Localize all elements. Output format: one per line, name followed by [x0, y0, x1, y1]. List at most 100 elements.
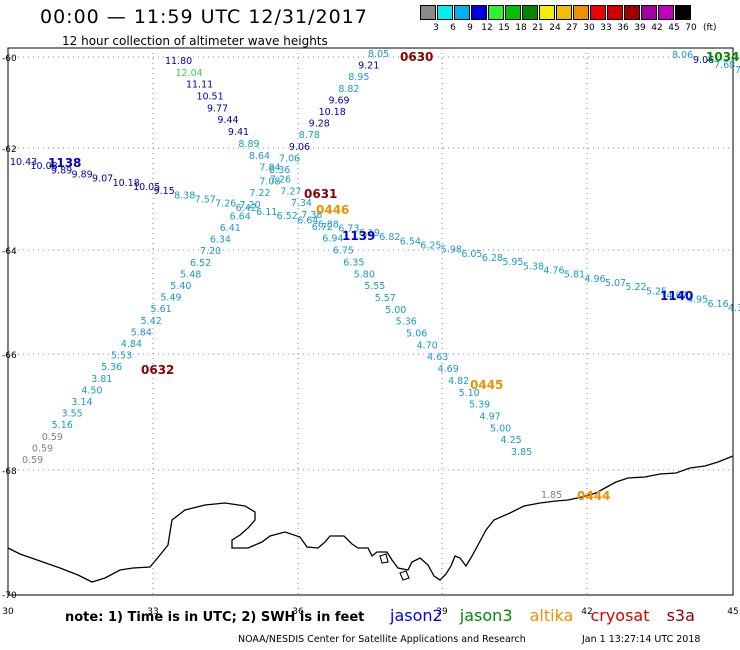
swh-value: 5.61: [151, 304, 172, 315]
swh-value: 3.85: [511, 447, 532, 458]
swh-value: 7.26: [270, 174, 291, 185]
swh-value: 8.78: [299, 130, 320, 141]
swh-value: 6.34: [210, 235, 231, 246]
map-frame: [7, 47, 734, 596]
lon-label: 30: [2, 607, 14, 617]
swh-value: 5.00: [490, 423, 511, 434]
lon-label: 39: [436, 607, 448, 617]
scale-label: 45: [668, 23, 680, 33]
swh-value: 9.69: [328, 95, 349, 106]
scale-label: 33: [600, 23, 612, 33]
swh-value: 4.70: [417, 340, 438, 351]
swh-value: 11.80: [165, 56, 192, 67]
swh-value: 4.63: [427, 352, 448, 363]
swh-value: 5.55: [364, 281, 385, 292]
swh-value: 8.36: [269, 165, 290, 176]
lat-label: -66: [2, 351, 17, 361]
lat-label: -62: [2, 145, 17, 155]
scale-swatch: [420, 5, 436, 20]
swh-value: 9.44: [217, 115, 238, 126]
swh-value: 6.42: [236, 203, 257, 214]
scale-swatch: [658, 5, 674, 20]
swh-value: 6.11: [256, 207, 277, 218]
swh-value: 4.69: [438, 364, 459, 375]
swh-value: 5.39: [469, 400, 490, 411]
scale-label: 42: [651, 23, 663, 33]
swh-value: 6.54: [400, 236, 421, 247]
footer-organization: NOAA/NESDIS Center for Satellite Applica…: [238, 634, 526, 645]
swh-value: 6.73: [338, 224, 359, 235]
scale-label: 70: [685, 23, 697, 33]
swh-value: 5.42: [141, 316, 162, 327]
swh-value: 0.59: [42, 432, 63, 443]
swh-value: 9.15: [154, 186, 175, 197]
swh-value: 9.77: [207, 103, 228, 114]
swh-value: 6.52: [190, 258, 211, 269]
map-grid: [7, 47, 734, 596]
swh-value: 7.06: [279, 153, 300, 164]
legend-note: note: 1) Time is in UTC; 2) SWH is in fe…: [65, 610, 365, 625]
scale-label: 24: [549, 23, 561, 33]
swh-value: 7.08: [259, 177, 280, 188]
lon-label: 45: [727, 607, 738, 617]
swh-value: 7.22: [249, 188, 270, 199]
swh-value: 7.38: [301, 210, 322, 221]
pass-time: 0630: [400, 50, 433, 64]
map-axes: -60 -62 -64 -66 -68 -70 30 33 36 39 42 45: [2, 54, 739, 617]
scale-label: 15: [498, 23, 510, 33]
swh-value: 4.96: [584, 274, 605, 285]
swh-value: 6.35: [343, 257, 364, 268]
pass-time-labels: 0630 1034 1138 0631 0446 1139 1140 0632 0445 0444: [48, 50, 739, 503]
swh-value: 5.16: [52, 420, 73, 431]
pass-time: 1138: [48, 156, 81, 170]
scale-swatch: [505, 5, 521, 20]
swh-value: 5.81: [564, 270, 585, 281]
legend-jason3: jason3: [459, 606, 513, 625]
swh-value: 9.89: [72, 170, 93, 181]
swh-value: 10.08: [31, 161, 58, 172]
swh-value: 7.27: [280, 186, 301, 197]
swh-value: 9.41: [228, 127, 249, 138]
swh-value: 6.64: [297, 215, 318, 226]
swh-value: 6.28: [482, 253, 503, 264]
scale-swatch: [522, 5, 538, 20]
scale-swatch: [471, 5, 487, 20]
swh-value: 7.20: [200, 246, 221, 257]
scale-label: 3: [433, 23, 439, 33]
swh-value: 5.84: [131, 327, 152, 338]
swh-value: 12.04: [175, 68, 202, 79]
swh-value: 5.80: [354, 269, 375, 280]
swh-value: 3.55: [62, 409, 83, 420]
satellite-legend: jason2 jason3 altika cryosat s3a: [390, 606, 707, 625]
swh-value: 6.16: [707, 299, 728, 310]
lon-label: 36: [292, 607, 304, 617]
swh-value: 4.76: [543, 265, 564, 276]
scale-label: 18: [515, 23, 527, 33]
scale-label: 39: [634, 23, 646, 33]
scale-swatch: [573, 5, 589, 20]
swh-value: 5.00: [385, 305, 406, 316]
swh-value: 5.25: [646, 286, 667, 297]
pass-time: 0444: [577, 489, 610, 503]
swh-value: 8.82: [338, 84, 359, 95]
swh-value: 9.06: [289, 142, 310, 153]
scale-swatch: [437, 5, 453, 20]
swh-value: 6.52: [277, 211, 298, 222]
swh-value: 1.85: [541, 490, 562, 501]
swh-value: 3.14: [71, 397, 92, 408]
swh-value: 0.59: [32, 443, 53, 454]
scale-label: 36: [617, 23, 629, 33]
scale-swatch: [590, 5, 606, 20]
scale-swatch: [454, 5, 470, 20]
lon-label: 33: [147, 607, 158, 617]
swh-value: 4.97: [480, 411, 501, 422]
swh-value: 6.64: [230, 211, 251, 222]
pass-time: 1140: [660, 289, 693, 303]
pass-time: 1034: [706, 50, 739, 64]
swh-value: 4.82: [448, 376, 469, 387]
swh-value: 7.34: [291, 198, 312, 209]
swh-value: 6.94: [322, 234, 343, 245]
swh-value: 5.22: [625, 282, 646, 293]
swh-value: 6.82: [379, 232, 400, 243]
swh-value: 7.26: [215, 199, 236, 210]
